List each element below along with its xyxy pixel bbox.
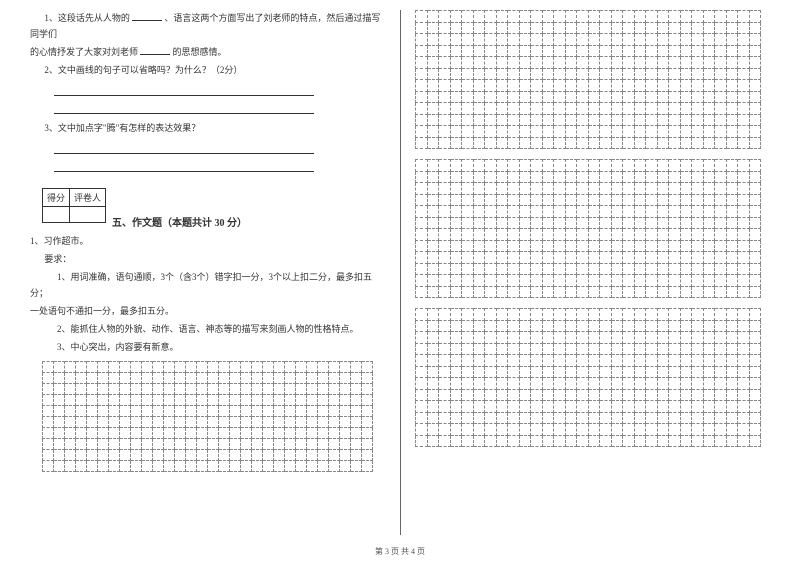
left-writing-grid-wrap <box>42 361 385 472</box>
question-1: 1、这段话先从人物的 、语言这两个方面写出了刘老师的特点，然后通过描写同学们 <box>30 10 385 42</box>
essay-p4: 一处语句不通扣一分，最多扣五分。 <box>30 303 385 319</box>
blank-1[interactable] <box>132 11 162 21</box>
score-box: 得分 评卷人 <box>42 188 106 223</box>
essay-p3: 1、用词准确，语句通顺，3个（含3个）错字扣一分，3个以上扣二分，最多扣五分； <box>30 269 385 301</box>
score-cell[interactable] <box>43 207 70 223</box>
essay-p6: 3、中心突出，内容要有新意。 <box>30 339 385 355</box>
grader-cell[interactable] <box>70 207 106 223</box>
q1-text-a: 1、这段话先从人物的 <box>44 13 130 23</box>
page-footer: 第 3 页 共 4 页 <box>0 546 800 557</box>
section-title: 五、作文题（本题共计 30 分） <box>112 214 247 229</box>
q1-text-c: 的心情抒发了大家对刘老师 <box>30 47 138 57</box>
score-label: 得分 <box>43 189 70 207</box>
left-column: 1、这段话先从人物的 、语言这两个方面写出了刘老师的特点，然后通过描写同学们 的… <box>0 0 400 540</box>
question-1b: 的心情抒发了大家对刘老师 的思想感情。 <box>30 44 385 60</box>
column-divider <box>400 10 401 535</box>
answer-line[interactable] <box>54 100 314 114</box>
writing-grid[interactable] <box>415 10 761 149</box>
question-3: 3、文中加点字"腾"有怎样的表达效果？ <box>30 120 385 136</box>
answer-line[interactable] <box>54 140 314 154</box>
essay-p5: 2、能抓住人物的外貌、动作、语言、神态等的描写来刻画人物的性格特点。 <box>30 321 385 337</box>
blank-2[interactable] <box>140 45 170 55</box>
writing-grid[interactable] <box>415 159 761 298</box>
writing-grid[interactable] <box>415 308 761 447</box>
answer-line[interactable] <box>54 82 314 96</box>
writing-grid[interactable] <box>42 361 373 472</box>
question-2: 2、文中画线的句子可以省略吗？为什么？（2分） <box>30 62 385 78</box>
q1-text-d: 的思想感情。 <box>173 47 227 57</box>
grader-label: 评卷人 <box>70 189 106 207</box>
essay-p1: 1、习作超市。 <box>30 233 385 249</box>
right-column <box>400 0 800 540</box>
answer-line[interactable] <box>54 158 314 172</box>
essay-p2: 要求： <box>30 251 385 267</box>
section-header-row: 得分 评卷人 五、作文题（本题共计 30 分） <box>30 176 385 229</box>
